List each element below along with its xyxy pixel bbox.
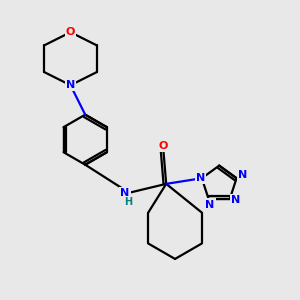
Text: O: O <box>159 141 168 151</box>
Text: N: N <box>66 80 75 90</box>
Text: N: N <box>238 170 247 180</box>
Text: N: N <box>120 188 130 198</box>
Text: N: N <box>205 200 214 209</box>
Text: H: H <box>124 196 133 206</box>
Text: N: N <box>196 173 205 183</box>
Text: O: O <box>66 27 75 37</box>
Text: N: N <box>231 195 240 205</box>
